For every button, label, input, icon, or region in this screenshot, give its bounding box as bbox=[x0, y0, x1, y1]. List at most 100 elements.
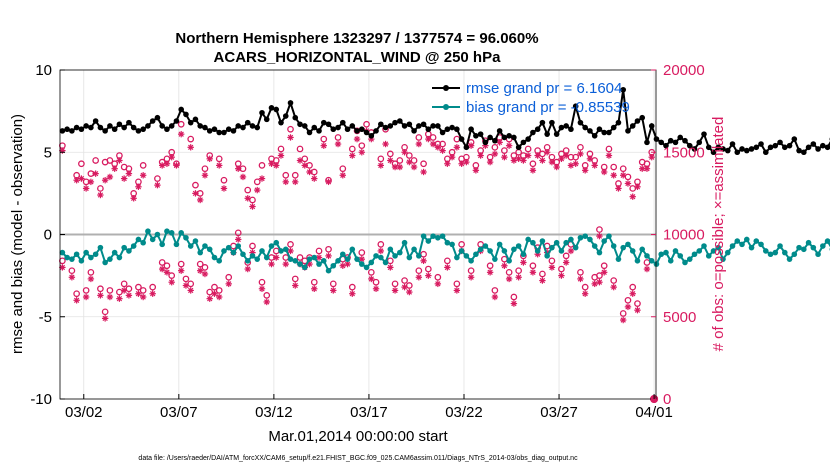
obs-assimilated-point bbox=[396, 163, 404, 171]
obs-assimilated-point bbox=[358, 149, 366, 156]
obs-assimilated-point bbox=[101, 177, 109, 184]
obs-possible-point bbox=[82, 287, 90, 294]
series-point-0 bbox=[197, 123, 204, 129]
series-point-0 bbox=[397, 118, 403, 124]
series-point-0 bbox=[102, 128, 108, 134]
series-point-0 bbox=[183, 111, 189, 118]
obs-assimilated-point bbox=[624, 303, 632, 311]
obs-possible-point bbox=[92, 157, 99, 164]
obs-possible-point bbox=[310, 278, 318, 286]
obs-possible-point bbox=[334, 134, 342, 141]
left-tick-label: -5 bbox=[39, 309, 52, 326]
series-point-1 bbox=[743, 236, 750, 243]
obs-assimilated-point bbox=[510, 300, 518, 307]
footnote: data file: /Users/raeder/DAI/ATM_forcXX/… bbox=[138, 455, 578, 462]
obs-possible-point bbox=[78, 160, 85, 168]
obs-possible-point bbox=[377, 155, 385, 163]
series-point-0 bbox=[225, 126, 232, 133]
series-point-0 bbox=[178, 106, 184, 113]
series-point-0 bbox=[69, 128, 75, 134]
x-axis-label: Mar.01,2014 00:00:00 start bbox=[268, 428, 448, 445]
series-point-0 bbox=[786, 142, 793, 149]
series-point-0 bbox=[506, 133, 512, 139]
series-point-1 bbox=[701, 243, 707, 249]
obs-assimilated-point bbox=[139, 293, 147, 301]
series-point-0 bbox=[259, 109, 265, 116]
series-point-1 bbox=[539, 238, 546, 244]
obs-assimilated-point bbox=[434, 144, 442, 151]
series-point-1 bbox=[686, 256, 693, 262]
series-point-0 bbox=[501, 134, 508, 141]
obs-assimilated-point bbox=[158, 162, 166, 169]
right-axis-ticks: 0 5000 10000 15000 20000 bbox=[651, 62, 705, 408]
series-point-1 bbox=[515, 243, 522, 249]
series-point-0 bbox=[316, 128, 322, 134]
obs-possible-point bbox=[230, 242, 237, 250]
obs-assimilated-point bbox=[154, 181, 161, 189]
obs-assimilated-point bbox=[539, 157, 546, 164]
obs-assimilated-point bbox=[206, 155, 213, 163]
series-point-1 bbox=[420, 233, 427, 239]
series-point-0 bbox=[378, 121, 384, 128]
series-point-0 bbox=[620, 86, 627, 93]
series-point-0 bbox=[606, 129, 612, 136]
series-point-0 bbox=[435, 123, 441, 129]
obs-assimilated-point bbox=[529, 269, 537, 276]
series-point-1 bbox=[397, 249, 403, 256]
series-point-0 bbox=[496, 128, 503, 134]
series-point-0 bbox=[263, 116, 270, 123]
obs-possible-point bbox=[444, 257, 451, 265]
series-point-1 bbox=[259, 248, 265, 254]
series-point-0 bbox=[335, 124, 341, 131]
series-point-0 bbox=[411, 128, 417, 134]
x-tick-label: 03/07 bbox=[160, 404, 198, 421]
series-point-0 bbox=[382, 124, 389, 131]
obs-assimilated-point bbox=[344, 260, 351, 268]
obs-possible-point bbox=[315, 247, 323, 255]
obs-assimilated-point bbox=[467, 142, 475, 149]
obs-assimilated-point bbox=[486, 269, 494, 276]
obs-assimilated-point bbox=[339, 172, 346, 179]
obs-assimilated-point bbox=[216, 162, 223, 169]
obs-possible-point bbox=[215, 155, 223, 163]
obs-possible-point bbox=[225, 273, 233, 281]
obs-possible-point bbox=[558, 265, 565, 273]
obs-possible-point bbox=[420, 160, 427, 168]
obs-assimilated-point bbox=[82, 293, 90, 301]
series-point-0 bbox=[230, 128, 237, 134]
obs-possible-point bbox=[453, 280, 461, 288]
series-point-1 bbox=[767, 251, 774, 258]
series-point-0 bbox=[64, 126, 70, 133]
obs-possible-point bbox=[577, 268, 584, 276]
obs-possible-point bbox=[192, 181, 199, 189]
obs-assimilated-point bbox=[491, 293, 499, 301]
obs-possible-point bbox=[467, 267, 475, 275]
obs-possible-point bbox=[196, 260, 204, 268]
obs-possible-point bbox=[491, 143, 499, 151]
series-point-1 bbox=[282, 246, 289, 253]
series-point-1 bbox=[591, 243, 598, 249]
obs-possible-point bbox=[59, 257, 66, 265]
series-point-1 bbox=[306, 256, 313, 262]
obs-assimilated-point bbox=[225, 280, 232, 288]
obs-possible-point bbox=[486, 262, 494, 270]
obs-assimilated-point bbox=[501, 153, 508, 161]
obs-possible-point bbox=[291, 275, 299, 283]
series-point-0 bbox=[88, 124, 94, 131]
obs-possible-point bbox=[363, 120, 370, 128]
obs-assimilated-point bbox=[415, 140, 423, 148]
series-point-1 bbox=[791, 251, 798, 258]
series-point-1 bbox=[672, 248, 679, 254]
series-point-1 bbox=[520, 251, 527, 258]
series-point-1 bbox=[777, 243, 783, 249]
series-point-1 bbox=[382, 259, 389, 266]
obs-possible-point bbox=[106, 157, 114, 164]
series-point-1 bbox=[97, 244, 104, 251]
obs-assimilated-point bbox=[282, 178, 289, 186]
series-point-0 bbox=[173, 118, 180, 124]
obs-assimilated-point bbox=[106, 173, 114, 181]
series-point-1 bbox=[211, 254, 218, 261]
obs-possible-point bbox=[201, 165, 209, 173]
series-point-0 bbox=[206, 128, 213, 134]
obs-assimilated-point bbox=[168, 153, 175, 161]
